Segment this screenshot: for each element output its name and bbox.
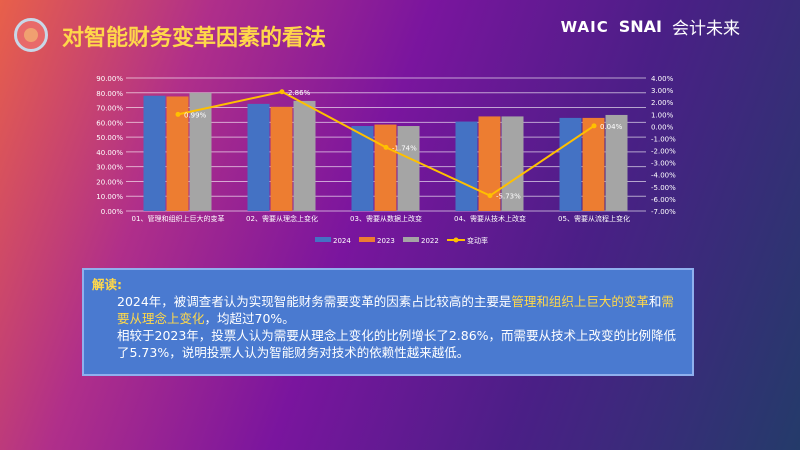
y2-tick-label: -3.00%	[651, 160, 676, 168]
y-tick-label: 40.00%	[96, 149, 123, 157]
kjwl-logo: 会计未来	[672, 19, 740, 39]
legend-label: 2024	[333, 237, 351, 245]
snai-logo: SNAI	[618, 17, 662, 36]
legend-swatch	[359, 237, 375, 242]
bar-2024	[455, 121, 478, 211]
legend-swatch	[315, 237, 331, 242]
category-label: 02、需要从理念上变化	[246, 214, 318, 223]
y-tick-label: 10.00%	[96, 193, 123, 201]
line-point	[383, 144, 389, 150]
bar-2023	[166, 96, 189, 211]
y-tick-label: 30.00%	[96, 164, 123, 172]
line-point	[487, 193, 493, 199]
bar-2022	[189, 92, 212, 211]
bar-2023	[374, 124, 397, 211]
line-point	[591, 123, 597, 129]
interpretation-heading: 解读:	[92, 277, 122, 292]
p1-highlight-1: 管理和组织上巨大的变革	[511, 294, 649, 309]
interpretation-box: 解读: 2024年，被调查者认为实现智能财务需要变革的因素占比较高的主要是管理和…	[82, 268, 694, 376]
legend-label: 变动率	[467, 236, 488, 245]
bar-2023	[270, 106, 293, 211]
p1-highlight-2: 需要从理念上变化	[117, 294, 674, 326]
bar-2024	[559, 117, 582, 211]
y-tick-label: 60.00%	[96, 119, 123, 127]
category-label: 04、需要从技术上改变	[454, 214, 526, 223]
y2-tick-label: 1.00%	[651, 111, 674, 119]
waic-logo: WAIC	[560, 17, 609, 36]
category-label: 05、需要从流程上变化	[558, 214, 630, 223]
bar-2024	[247, 103, 270, 211]
title-icon	[14, 18, 48, 52]
y2-tick-label: -7.00%	[651, 208, 676, 216]
bar-2024	[351, 126, 374, 211]
y2-tick-label: -6.00%	[651, 196, 676, 204]
bar-2022	[605, 114, 628, 211]
data-label: 0.04%	[600, 123, 623, 131]
y-tick-label: 90.00%	[96, 75, 123, 83]
y-tick-label: 20.00%	[96, 178, 123, 186]
y2-tick-label: 4.00%	[651, 75, 674, 83]
p1-and: 和	[648, 294, 662, 309]
bar-2022	[397, 126, 420, 211]
category-label: 03、需要从数据上改变	[350, 214, 422, 223]
bar-2022	[293, 100, 316, 211]
bar-2022	[501, 116, 524, 211]
interpretation-p1: 2024年，被调查者认为实现智能财务需要变革的因素占比较高的主要是管理和组织上巨…	[92, 293, 684, 327]
y2-tick-label: 0.00%	[651, 123, 674, 131]
y-tick-label: 70.00%	[96, 105, 123, 113]
line-point	[279, 89, 285, 95]
y2-tick-label: 2.00%	[651, 99, 674, 107]
page-title: 对智能财务变革因素的看法	[62, 26, 327, 51]
logos: WAIC SNAI 会计未来	[561, 14, 740, 39]
bar-2023	[478, 116, 501, 211]
y-tick-label: 0.00%	[101, 208, 124, 216]
legend-marker	[453, 237, 459, 243]
y2-tick-label: 3.00%	[651, 87, 674, 95]
data-label: -1.74%	[392, 144, 417, 152]
data-label: 0.99%	[184, 111, 207, 119]
legend-label: 2022	[421, 237, 439, 245]
legend-label: 2023	[377, 237, 395, 245]
interpretation-p2: 相较于2023年，投票人认为需要从理念上变化的比例增长了2.86%，而需要从技术…	[117, 328, 677, 360]
y2-tick-label: -4.00%	[651, 172, 676, 180]
data-label: 2.86%	[288, 89, 311, 97]
y-tick-label: 80.00%	[96, 90, 123, 98]
y2-tick-label: -2.00%	[651, 148, 676, 156]
chart: 0.00% 10.00% 20.00% 30.00% 40.00% 50.00% 60.00…	[96, 75, 676, 245]
p1-text: 2024年，被调查者认为实现智能财务需要变革的因素占比较高的主要是	[117, 294, 512, 309]
data-label: -5.73%	[496, 193, 521, 201]
legend-swatch	[403, 237, 419, 242]
p1-end: ，均超过70%。	[204, 311, 295, 326]
bar-2023	[582, 117, 605, 211]
bar-2024	[143, 95, 166, 211]
line-point	[175, 111, 181, 117]
y2-tick-label: -1.00%	[651, 135, 676, 143]
y2-tick-label: -5.00%	[651, 184, 676, 192]
category-label: 01、管理和组织上巨大的变革	[132, 214, 225, 223]
y-tick-label: 50.00%	[96, 134, 123, 142]
